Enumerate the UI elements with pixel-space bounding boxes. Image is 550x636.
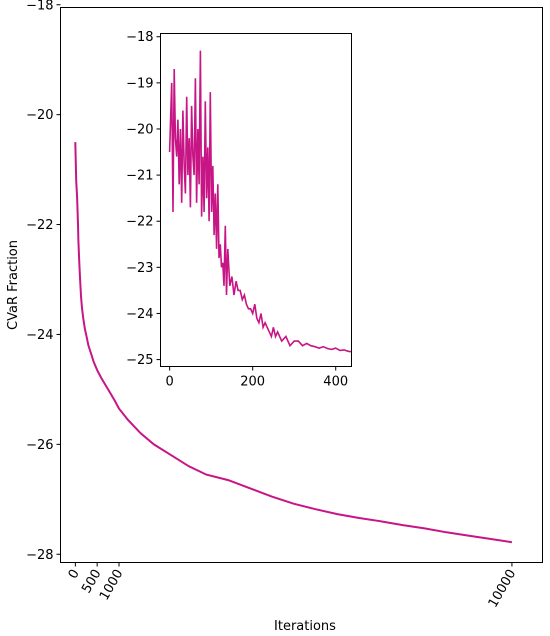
inset-x-tick-label: 200 — [240, 375, 265, 390]
inset-y-tick-label: −24 — [126, 307, 153, 322]
main-y-tick-label: −20 — [26, 108, 53, 123]
inset-plot-frame — [160, 33, 352, 367]
main-y-tick-label: −28 — [26, 548, 53, 563]
inset-axes: −25 −24 −23 −22 −21 −20 −19 −18 0 200 400 — [126, 30, 352, 390]
inset-y-tick-label: −21 — [126, 169, 153, 184]
main-y-tick-label: −18 — [26, 0, 53, 13]
main-y-tick-label: −22 — [26, 218, 53, 233]
inset-x-tick-label: 400 — [323, 375, 348, 390]
inset-y-tick-label: −20 — [126, 122, 153, 137]
inset-x-tick-label: 0 — [165, 375, 173, 390]
main-x-tick-label: 10000 — [486, 567, 520, 610]
inset-y-tick-label: −22 — [126, 215, 153, 230]
inset-y-tick-label: −19 — [126, 76, 153, 91]
inset-series-line — [168, 50, 352, 353]
inset-y-ticks: −25 −24 −23 −22 −21 −20 −19 −18 — [126, 30, 161, 368]
inset-x-ticks: 0 200 400 — [165, 366, 348, 390]
main-plot-frame — [60, 7, 543, 563]
main-y-tick-label: −26 — [26, 438, 53, 453]
main-x-tick-label: 1000 — [97, 567, 127, 603]
main-x-tick-label: 0 — [66, 567, 83, 582]
main-series-line — [74, 142, 513, 544]
main-y-ticks: −28 −26 −24 −22 −20 −18 — [26, 0, 61, 563]
inset-y-tick-label: −18 — [126, 30, 153, 45]
x-axis-label: Iterations — [274, 619, 336, 634]
inset-y-tick-label: −25 — [126, 353, 153, 368]
inset-y-tick-label: −23 — [126, 261, 153, 276]
main-y-tick-label: −24 — [26, 328, 53, 343]
y-axis-label: CVaR Fraction — [6, 240, 21, 330]
